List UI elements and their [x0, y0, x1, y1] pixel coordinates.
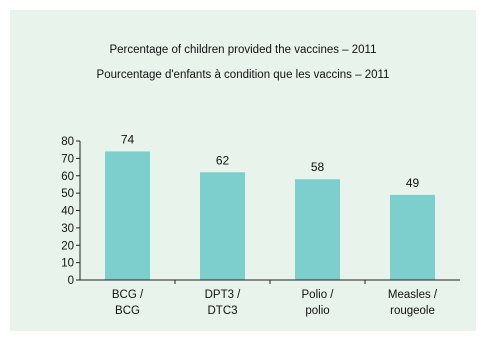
x-tick-label: Measles / rougeole — [388, 289, 438, 317]
y-axis: 0 10 20 30 40 50 60 70 80 — [61, 136, 81, 287]
x-tick-label: BCG / BCG — [112, 289, 144, 317]
y-tick-label: 40 — [61, 206, 74, 218]
x-axis: BCG / BCG DPT3 /DTC3 Polio / polio Measles / r… — [76, 279, 460, 317]
y-tick-label: 0 — [68, 275, 74, 287]
data-label: 58 — [311, 160, 325, 174]
bars: 74 62 58 49 — [105, 132, 435, 280]
y-tick-label: 10 — [61, 258, 74, 270]
bar — [200, 172, 245, 280]
x-tick-label: DPT3 /DTC3 — [205, 289, 242, 317]
y-tick-label: 30 — [61, 223, 74, 235]
data-label: 49 — [406, 176, 420, 190]
bar — [105, 151, 150, 280]
y-tick-label: 80 — [61, 136, 74, 148]
y-tick-label: 70 — [61, 153, 74, 165]
y-tick-label: 50 — [61, 188, 74, 200]
bar — [295, 179, 340, 280]
bar — [390, 194, 435, 280]
data-label: 62 — [216, 153, 230, 167]
data-label: 74 — [121, 132, 135, 146]
chart-title: Percentage of children provided the vacc… — [109, 44, 377, 56]
y-tick-label: 60 — [61, 171, 74, 183]
chart-subtitle: Pourcentage d'enfants à condition que le… — [96, 69, 390, 81]
x-tick-label: Polio / polio — [302, 289, 335, 317]
y-tick-label: 20 — [61, 240, 74, 252]
